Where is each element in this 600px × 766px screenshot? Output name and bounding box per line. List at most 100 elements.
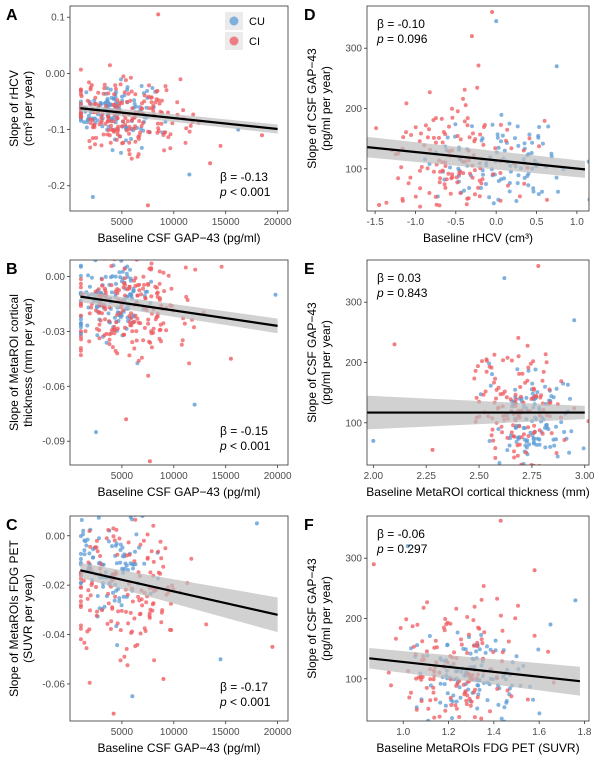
point-ci [93,95,98,100]
point-ci [120,124,124,129]
point-ci [492,380,496,385]
point-ci [149,294,154,299]
point-ci [484,369,489,374]
point-ci [431,135,436,140]
point-ci [157,101,162,106]
point-ci [420,639,425,644]
point-ci [161,321,166,326]
point-ci [517,194,522,199]
point-ci [162,289,167,294]
point-ci [132,346,137,351]
point-ci [127,284,132,289]
x-tick-label: 1.0 [396,727,410,738]
point-ci [135,293,140,298]
point-ci [404,617,409,622]
point-cu [507,443,512,448]
point-ci [102,86,107,91]
point-ci [384,220,388,224]
point-outlier [161,677,166,681]
plot-area [367,260,589,465]
point-ci [114,527,119,532]
point-ci [417,139,422,144]
point-ci [427,90,432,95]
point-ci [163,546,168,551]
point-ci [115,115,120,120]
point-ci [476,63,481,68]
point-ci [130,329,135,334]
point-cu [491,201,496,206]
x-axis-label: Baseline CSF GAP−43 (pg/ml) [97,485,260,499]
y-tick-label: 200 [345,358,362,369]
confidence-band [369,648,580,696]
point-ci [546,649,551,654]
point-cu [140,516,145,518]
point-outlier [392,342,397,347]
point-cu [537,437,542,442]
point-ci [413,194,418,199]
point-ci [446,171,451,176]
point-ci [465,116,470,121]
point-ci [78,594,83,599]
point-ci [78,623,83,628]
point-cu [78,273,83,278]
point-ci [462,119,467,124]
point-cu [531,441,536,446]
point-cu [488,647,493,652]
point-cu [554,386,559,391]
point-ci [149,345,154,350]
point-cu [79,518,84,522]
point-cu [487,361,492,366]
point-cu [504,699,509,703]
point-ci [465,123,470,128]
point-ci [406,181,411,186]
point-cu [530,381,535,386]
point-ci [467,696,472,701]
point-ci [135,283,140,288]
point-cu [100,124,105,129]
point-cu [121,594,126,599]
point-ci [148,340,153,345]
point-cu [87,551,92,556]
point-ci [409,133,414,137]
point-ci [544,360,549,365]
point-cu [139,145,144,150]
point-ci [101,91,106,96]
point-ci [455,180,460,185]
point-ci [164,328,169,333]
point-ci [115,132,120,137]
point-ci [473,192,477,197]
point-ci [78,626,83,631]
point-ci [501,391,505,396]
point-ci [99,143,104,148]
point-cu [415,643,420,648]
point-ci [447,124,451,129]
point-ci [87,80,91,85]
point-ci [458,137,463,142]
point-ci [526,365,531,370]
point-ci [452,212,456,216]
point-ci [122,293,127,298]
point-cu [497,461,502,465]
point-ci [164,88,169,93]
point-ci [141,121,145,125]
point-ci [121,332,126,337]
point-ci [450,175,455,180]
point-ci [531,386,536,391]
point-ci [175,100,180,105]
x-tick-label: 20000 [264,727,292,738]
point-cu [507,121,512,126]
point-cu [445,691,450,696]
point-ci [518,385,523,389]
point-ci [518,394,523,399]
point-cu [102,604,107,609]
point-cu [93,260,98,263]
y-axis-label: Slope of MetaROIs FDG PET(SUVR per year) [7,539,35,696]
point-ci [543,352,548,357]
point-ci [472,643,476,648]
point-ci [88,544,93,549]
point-outlier [572,318,577,323]
point-ci [79,337,84,342]
point-ci [511,434,516,439]
point-ci [472,715,477,720]
point-ci [444,622,449,627]
